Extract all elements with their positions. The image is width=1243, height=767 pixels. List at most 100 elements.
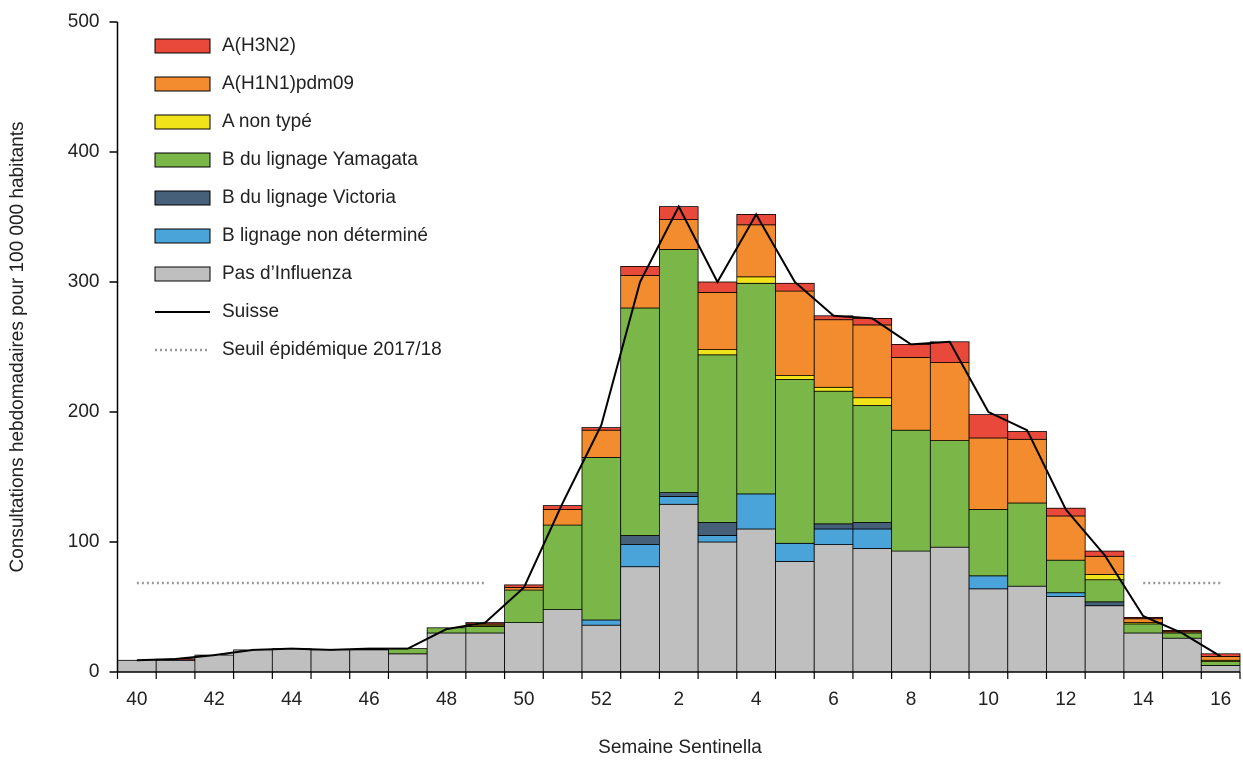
bar-segment (426, 632, 467, 673)
bar-segment (504, 622, 544, 673)
bar-segment (736, 276, 776, 284)
legend-label: B du lignage Yamagata (222, 149, 418, 170)
bar-segment (504, 589, 544, 623)
bar-segment (968, 575, 1009, 590)
legend-label: Pas d’Influenza (222, 263, 352, 284)
bar-segment (891, 343, 931, 358)
y-tick-label: 200 (68, 401, 100, 422)
bar-segment (1200, 656, 1241, 661)
y-tick-label: 0 (89, 661, 100, 682)
bar-segment (697, 349, 738, 356)
bar-segment (968, 509, 1009, 577)
x-tick-label: 50 (513, 689, 534, 710)
bar-segment (775, 290, 815, 377)
bar-segment (736, 493, 776, 530)
bar-segment (813, 390, 854, 525)
bar-segment (736, 224, 776, 278)
y-tick-label: 500 (68, 11, 100, 32)
bar-segment (697, 522, 738, 536)
bar-segment (1046, 596, 1086, 673)
bar-segment (1007, 431, 1047, 440)
bar-segment (388, 653, 428, 673)
bar-segment (581, 427, 622, 431)
bar-segment (891, 356, 931, 431)
bar-segment (155, 659, 196, 673)
bar-segment (775, 561, 815, 673)
legend-swatch (154, 76, 211, 92)
bar-segment (658, 503, 699, 673)
bar-segment (852, 522, 893, 530)
bar-segment (1084, 579, 1125, 603)
bar-segment (697, 354, 738, 523)
x-tick-label: 6 (828, 689, 839, 710)
bar-segment (620, 544, 660, 568)
bar-segment (813, 528, 854, 546)
x-tick-label: 42 (204, 689, 225, 710)
bar-segment (310, 649, 351, 673)
bar-segment (581, 619, 622, 626)
legend-label: B du lignage Victoria (222, 187, 396, 208)
legend-label: B lignage non déterminé (222, 225, 428, 246)
x-tick-label: 52 (591, 689, 612, 710)
bar-segment (658, 496, 699, 505)
bar-segment (1200, 665, 1241, 673)
bar-segment (658, 219, 699, 250)
bar-segment (852, 528, 893, 549)
bar-segment (736, 528, 776, 673)
bar-segment (852, 548, 893, 673)
legend-label: Suisse (222, 301, 279, 322)
bar-segment (271, 648, 312, 673)
bar-segment (620, 535, 660, 546)
bar-segment (968, 588, 1009, 673)
bar-segment (542, 609, 583, 673)
series-line (136, 204, 1222, 662)
bar-segment (929, 362, 970, 442)
y-tick-label: 400 (68, 141, 100, 162)
x-tick-label: 14 (1133, 689, 1155, 710)
legend-swatch (154, 38, 211, 54)
legend-swatch (154, 114, 211, 130)
legend-swatch (154, 190, 211, 206)
y-tick-label: 300 (68, 271, 100, 292)
bar-segment (620, 566, 660, 673)
bar-segment (852, 324, 893, 399)
bar-segment (465, 632, 505, 673)
bar-segment (775, 542, 815, 562)
bar-segment (775, 375, 815, 380)
bar-segment (852, 405, 893, 523)
x-tick-label: 44 (281, 689, 303, 710)
legend-swatch (154, 228, 211, 244)
bar-segment (658, 492, 699, 497)
bar-segment (929, 546, 970, 673)
bar-segment (775, 379, 815, 544)
bar-segment (736, 282, 776, 495)
x-tick-label: 12 (1055, 689, 1076, 710)
bar-segment (1084, 555, 1125, 575)
bar-segment (620, 265, 660, 276)
x-tick-label: 4 (751, 689, 762, 710)
bar-segment (1046, 559, 1086, 594)
bar-segment (1046, 592, 1086, 598)
bar-segment (1007, 438, 1047, 504)
bar-segment (194, 654, 235, 673)
x-tick-label: 2 (673, 689, 684, 710)
bar-segment (542, 505, 583, 510)
bar-segment (1123, 623, 1163, 634)
x-tick-label: 48 (436, 689, 457, 710)
bar-segment (349, 649, 389, 673)
x-tick-label: 8 (906, 689, 917, 710)
bar-segment (1007, 585, 1047, 673)
bar-segment (1007, 502, 1047, 587)
bar-segment (968, 414, 1009, 439)
bar-segment (1200, 661, 1241, 666)
bar-segment (233, 649, 273, 673)
bar-segment (1084, 605, 1125, 673)
legend-swatch (154, 152, 211, 168)
bar-segment (1046, 515, 1086, 561)
bar-segment (581, 624, 622, 673)
bar-segment (813, 319, 854, 388)
bar-segment (542, 509, 583, 526)
bar-segment (1084, 601, 1125, 607)
x-axis-title: Semaine Sentinella (598, 737, 762, 758)
